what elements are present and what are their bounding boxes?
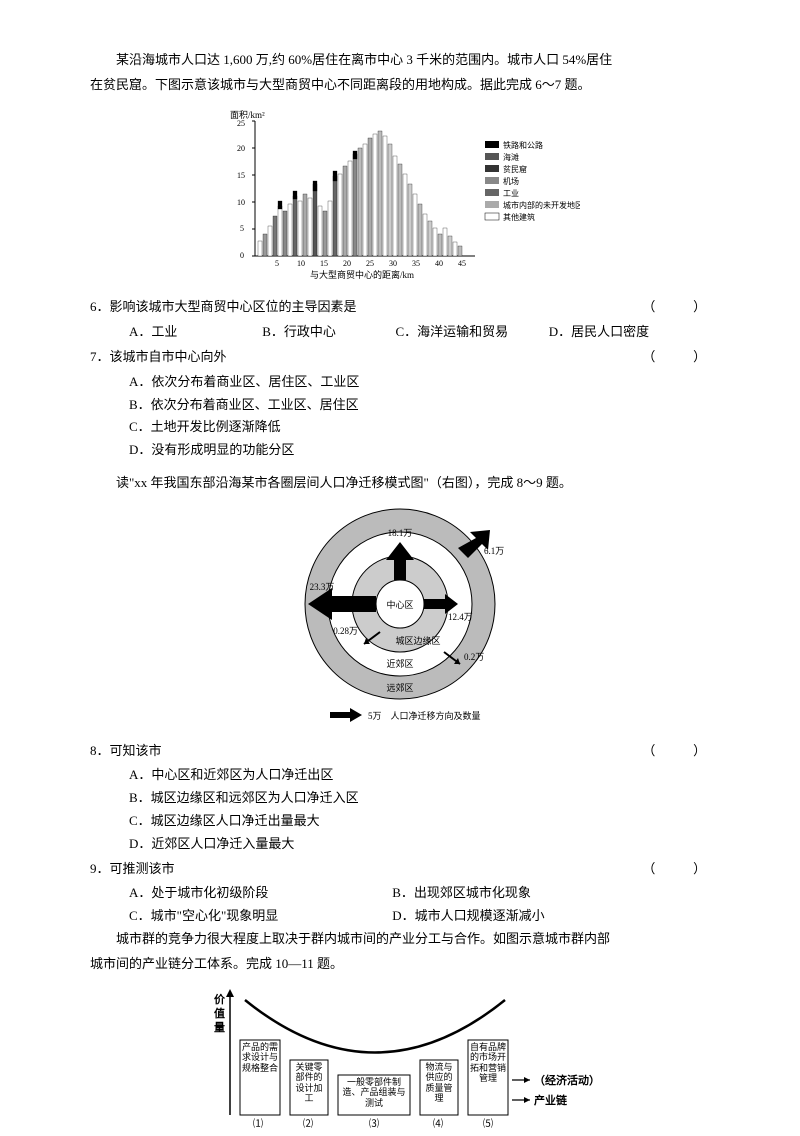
svg-text:远郊区: 远郊区 xyxy=(386,682,413,693)
migration-ring-chart: 中心区 城区边缘区 近郊区 远郊区 18.1万 23.3万 12.4万 6.1万… xyxy=(250,504,550,724)
svg-text:35: 35 xyxy=(412,259,420,268)
passage-2: 读"xx 年我国东部沿海某市各圈层间人口净迁移模式图"（右图），完成 8～9 题… xyxy=(90,473,710,494)
svg-text:值: 值 xyxy=(214,1006,225,1020)
q9-A: A．处于城市化初级阶段 xyxy=(129,883,389,904)
svg-text:10: 10 xyxy=(237,198,245,207)
svg-text:量: 量 xyxy=(214,1021,225,1034)
svg-text:45: 45 xyxy=(458,259,466,268)
q7-stem: 7．该城市自市中心向外 xyxy=(90,349,227,364)
svg-text:中心区: 中心区 xyxy=(386,599,413,610)
q6-C: C．海洋运输和贸易 xyxy=(396,322,546,343)
svg-text:6.1万: 6.1万 xyxy=(484,546,504,556)
svg-text:工业: 工业 xyxy=(503,188,519,198)
chart-3-container: 价 值 量 产品的需求设计与规格整合 关键零部件的设计加工 一般零部件制造、产品… xyxy=(90,985,710,1136)
svg-text:机场: 机场 xyxy=(503,176,519,186)
passage-1-line-1: 某沿海城市人口达 1,600 万,约 60%居住在离市中心 3 千米的范围内。城… xyxy=(90,50,710,71)
svg-text:18.1万: 18.1万 xyxy=(388,528,413,538)
q6-paren: （ ） xyxy=(642,297,710,318)
q8-A: A．中心区和近郊区为人口净迁出区 xyxy=(90,765,710,786)
q6-options: A．工业 B．行政中心 C．海洋运输和贸易 D．居民人口密度 xyxy=(90,322,710,343)
svg-text:30: 30 xyxy=(389,259,397,268)
svg-text:铁路和公路: 铁路和公路 xyxy=(503,140,543,150)
q7: 7．该城市自市中心向外 （ ） xyxy=(90,347,710,368)
svg-text:15: 15 xyxy=(237,171,245,180)
svg-text:近郊区: 近郊区 xyxy=(386,658,413,669)
svg-text:城区边缘区: 城区边缘区 xyxy=(395,635,440,646)
q9-B: B．出现郊区城市化现象 xyxy=(392,883,652,904)
svg-text:15: 15 xyxy=(320,259,328,268)
passage-1-line-2: 在贫民窟。下图示意该城市与大型商贸中心不同距离段的用地构成。据此完成 6～7 题… xyxy=(90,75,710,96)
q6-A: A．工业 xyxy=(129,322,259,343)
chart-1-container: 面积/km² 0 5 10 15 20 25 5 10 15 20 25 30 … xyxy=(90,106,710,288)
svg-text:海滩: 海滩 xyxy=(503,152,519,162)
q7-paren: （ ） xyxy=(642,347,710,368)
q8-paren: （ ） xyxy=(642,741,710,762)
svg-text:价: 价 xyxy=(214,993,226,1006)
svg-text:贫民窟: 贫民窟 xyxy=(503,164,527,174)
q6-B: B．行政中心 xyxy=(262,322,392,343)
q7-A: A．依次分布着商业区、居住区、工业区 xyxy=(90,372,710,393)
q8-stem: 8．可知该市 xyxy=(90,743,162,758)
svg-text:12.4万: 12.4万 xyxy=(448,612,473,622)
chart1-ylabel: 面积/km² xyxy=(230,109,265,120)
q8-D: D．近郊区人口净迁入量最大 xyxy=(90,834,710,855)
q6-stem: 6．影响该城市大型商贸中心区位的主导因素是 xyxy=(90,299,357,314)
svg-text:5: 5 xyxy=(240,224,244,233)
svg-text:⑸: ⑸ xyxy=(483,1118,493,1130)
q8-B: B．城区边缘区和远郊区为人口净迁入区 xyxy=(90,788,710,809)
passage-3-line-2: 城市间的产业链分工体系。完成 10—11 题。 xyxy=(90,954,710,975)
smile-curve-chart: 价 值 量 产品的需求设计与规格整合 关键零部件的设计加工 一般零部件制造、产品… xyxy=(200,985,600,1130)
stacked-bar-chart: 面积/km² 0 5 10 15 20 25 5 10 15 20 25 30 … xyxy=(220,106,580,281)
svg-text:城市内部的未开发地区: 城市内部的未开发地区 xyxy=(503,200,580,210)
chart-2-container: 中心区 城区边缘区 近郊区 远郊区 18.1万 23.3万 12.4万 6.1万… xyxy=(90,504,710,731)
svg-text:0.28万: 0.28万 xyxy=(333,626,358,636)
svg-text:产业链: 产业链 xyxy=(534,1093,568,1107)
q6-D: D．居民人口密度 xyxy=(549,322,649,343)
svg-text:23.3万: 23.3万 xyxy=(310,582,335,592)
svg-text:20: 20 xyxy=(343,259,351,268)
svg-text:⑶: ⑶ xyxy=(369,1117,379,1130)
passage-3-line-1: 城市群的竞争力很大程度上取决于群内城市间的产业分工与合作。如图示意城市群内部 xyxy=(90,929,710,950)
q9-D: D．城市人口规模逐渐减小 xyxy=(392,906,652,927)
svg-text:25: 25 xyxy=(237,119,245,128)
q9: 9．可推测该市 （ ） xyxy=(90,859,710,880)
svg-text:25: 25 xyxy=(366,259,374,268)
chart1-xlabel: 与大型商贸中心的距离/km xyxy=(310,269,414,280)
svg-text:0.2万: 0.2万 xyxy=(464,652,484,662)
q9-paren: （ ） xyxy=(642,859,710,880)
svg-text:20: 20 xyxy=(237,144,245,153)
svg-text:⑷: ⑷ xyxy=(433,1117,443,1130)
q6: 6．影响该城市大型商贸中心区位的主导因素是 （ ） xyxy=(90,297,710,318)
svg-text:40: 40 xyxy=(435,259,443,268)
svg-text:5: 5 xyxy=(275,259,279,268)
q8-C: C．城区边缘区人口净迁出量最大 xyxy=(90,811,710,832)
chart2-legend: 5万 人口净迁移方向及数量 xyxy=(368,710,481,721)
svg-text:⑴: ⑴ xyxy=(253,1117,263,1130)
svg-text:⑵: ⑵ xyxy=(303,1117,313,1130)
q7-B: B．依次分布着商业区、工业区、居住区 xyxy=(90,395,710,416)
q9-C: C．城市"空心化"现象明显 xyxy=(129,906,389,927)
q7-C: C．土地开发比例逐渐降低 xyxy=(90,417,710,438)
svg-text:（经济活动）: （经济活动） xyxy=(534,1073,600,1087)
svg-text:0: 0 xyxy=(240,251,244,260)
q8: 8．可知该市 （ ） xyxy=(90,741,710,762)
svg-text:10: 10 xyxy=(297,259,305,268)
q7-D: D．没有形成明显的功能分区 xyxy=(90,440,710,461)
q9-stem: 9．可推测该市 xyxy=(90,861,175,876)
svg-text:其他建筑: 其他建筑 xyxy=(503,212,535,222)
